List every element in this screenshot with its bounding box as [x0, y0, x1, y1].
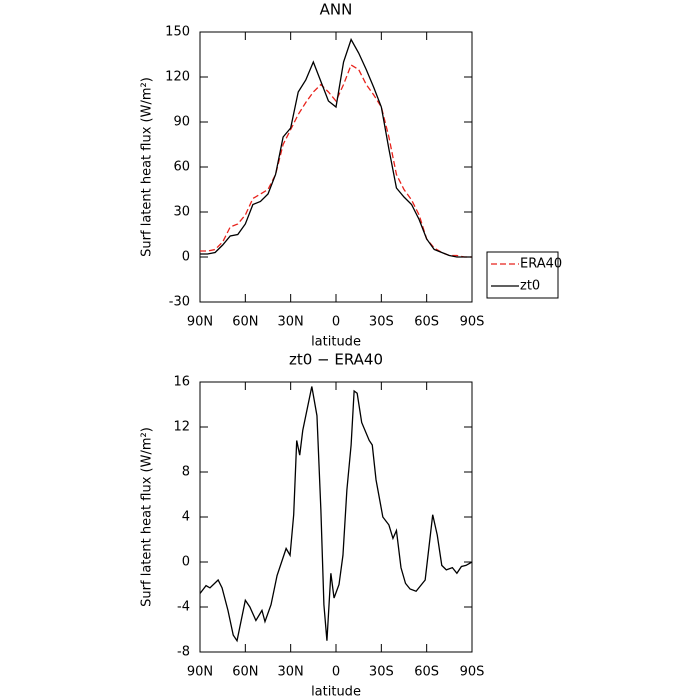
data-line — [200, 64, 472, 258]
data-line — [199, 386, 473, 643]
chart-title: zt0 − ERA40 — [289, 351, 383, 369]
x-tick-label: 30S — [369, 315, 394, 330]
x-tick-label: 60N — [232, 315, 258, 330]
y-tick-label: -8 — [177, 645, 190, 660]
plot-frame — [199, 381, 473, 653]
y-tick-label: 12 — [173, 420, 190, 435]
x-tick-label: 30N — [278, 665, 304, 680]
y-tick-label: 16 — [173, 375, 190, 390]
legend-box — [486, 251, 559, 299]
x-tick-label: 60S — [414, 315, 439, 330]
legend-label: ERA40 — [520, 257, 562, 272]
y-tick-label: -4 — [177, 600, 190, 615]
x-axis-label: latitude — [311, 685, 361, 700]
x-tick-label: 90N — [187, 315, 213, 330]
y-tick-label: -30 — [169, 295, 190, 310]
y-tick-label: 90 — [173, 115, 190, 130]
y-tick-label: 150 — [165, 25, 190, 40]
x-tick-label: 90S — [460, 665, 485, 680]
y-tick-label: 120 — [165, 70, 190, 85]
data-line — [200, 37, 472, 258]
y-tick-label: 0 — [182, 555, 190, 570]
legend-label: zt0 — [520, 279, 540, 294]
y-axis-label: Surf latent heat flux (W/m²) — [140, 77, 155, 257]
y-tick-label: 4 — [182, 510, 190, 525]
chart-title: ANN — [320, 1, 353, 19]
x-tick-label: 90N — [187, 665, 213, 680]
y-tick-label: 60 — [173, 160, 190, 175]
y-tick-label: 0 — [182, 250, 190, 265]
x-tick-label: 0 — [332, 315, 340, 330]
y-tick-label: 30 — [173, 205, 190, 220]
x-tick-label: 90S — [460, 315, 485, 330]
y-axis-label: Surf latent heat flux (W/m²) — [140, 427, 155, 607]
x-axis-label: latitude — [311, 335, 361, 350]
x-tick-label: 30N — [278, 315, 304, 330]
x-tick-label: 0 — [332, 665, 340, 680]
x-tick-label: 30S — [369, 665, 394, 680]
x-tick-label: 60N — [232, 665, 258, 680]
x-tick-label: 60S — [414, 665, 439, 680]
y-tick-label: 8 — [182, 465, 190, 480]
plot-frame — [199, 31, 473, 303]
